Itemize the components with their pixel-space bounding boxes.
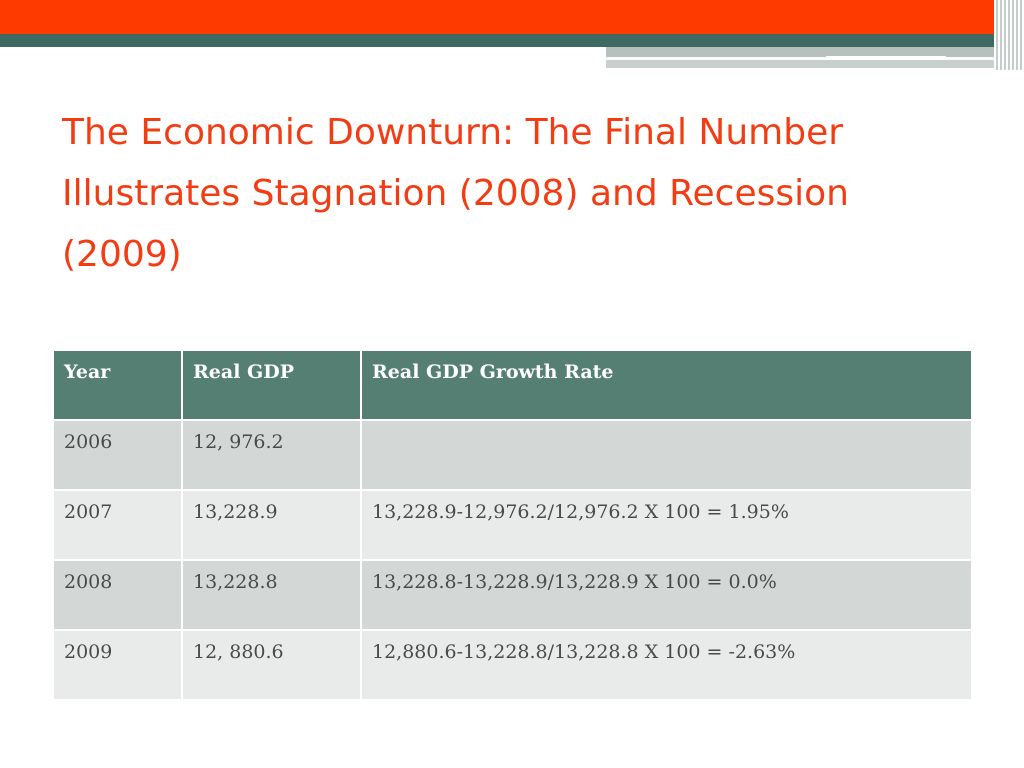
cell-growth-rate: 12,880.6-13,228.8/13,228.8 X 100 = -2.63… (360, 629, 973, 701)
cell-real-gdp: 12, 976.2 (181, 419, 362, 491)
cell-year: 2008 (52, 559, 183, 631)
decorative-stripes (994, 0, 1024, 70)
top-teal-banner (0, 34, 1024, 47)
cell-growth-rate: 13,228.9-12,976.2/12,976.2 X 100 = 1.95% (360, 489, 973, 561)
cell-year: 2007 (52, 489, 183, 561)
header-year: Year (52, 349, 183, 421)
table-header-row: Year Real GDP Real GDP Growth Rate (52, 349, 973, 421)
cell-real-gdp: 13,228.8 (181, 559, 362, 631)
cell-year: 2006 (52, 419, 183, 491)
header-real-gdp: Real GDP (181, 349, 362, 421)
decorative-gray-bar-lower (606, 60, 996, 68)
table-row: 2009 12, 880.6 12,880.6-13,228.8/13,228.… (52, 629, 973, 701)
decorative-gray-bar (606, 47, 996, 57)
cell-real-gdp: 13,228.9 (181, 489, 362, 561)
cell-growth-rate: 13,228.8-13,228.9/13,228.9 X 100 = 0.0% (360, 559, 973, 631)
top-orange-banner (0, 0, 1024, 34)
gdp-table: Year Real GDP Real GDP Growth Rate 2006 … (52, 349, 973, 701)
table-row: 2008 13,228.8 13,228.8-13,228.9/13,228.9… (52, 559, 973, 631)
cell-growth-rate (360, 419, 973, 491)
cell-real-gdp: 12, 880.6 (181, 629, 362, 701)
header-growth-rate: Real GDP Growth Rate (360, 349, 973, 421)
decorative-white-line (826, 56, 946, 59)
cell-year: 2009 (52, 629, 183, 701)
table-row: 2007 13,228.9 13,228.9-12,976.2/12,976.2… (52, 489, 973, 561)
slide-title: The Economic Downturn: The Final Number … (62, 112, 849, 275)
table-row: 2006 12, 976.2 (52, 419, 973, 491)
